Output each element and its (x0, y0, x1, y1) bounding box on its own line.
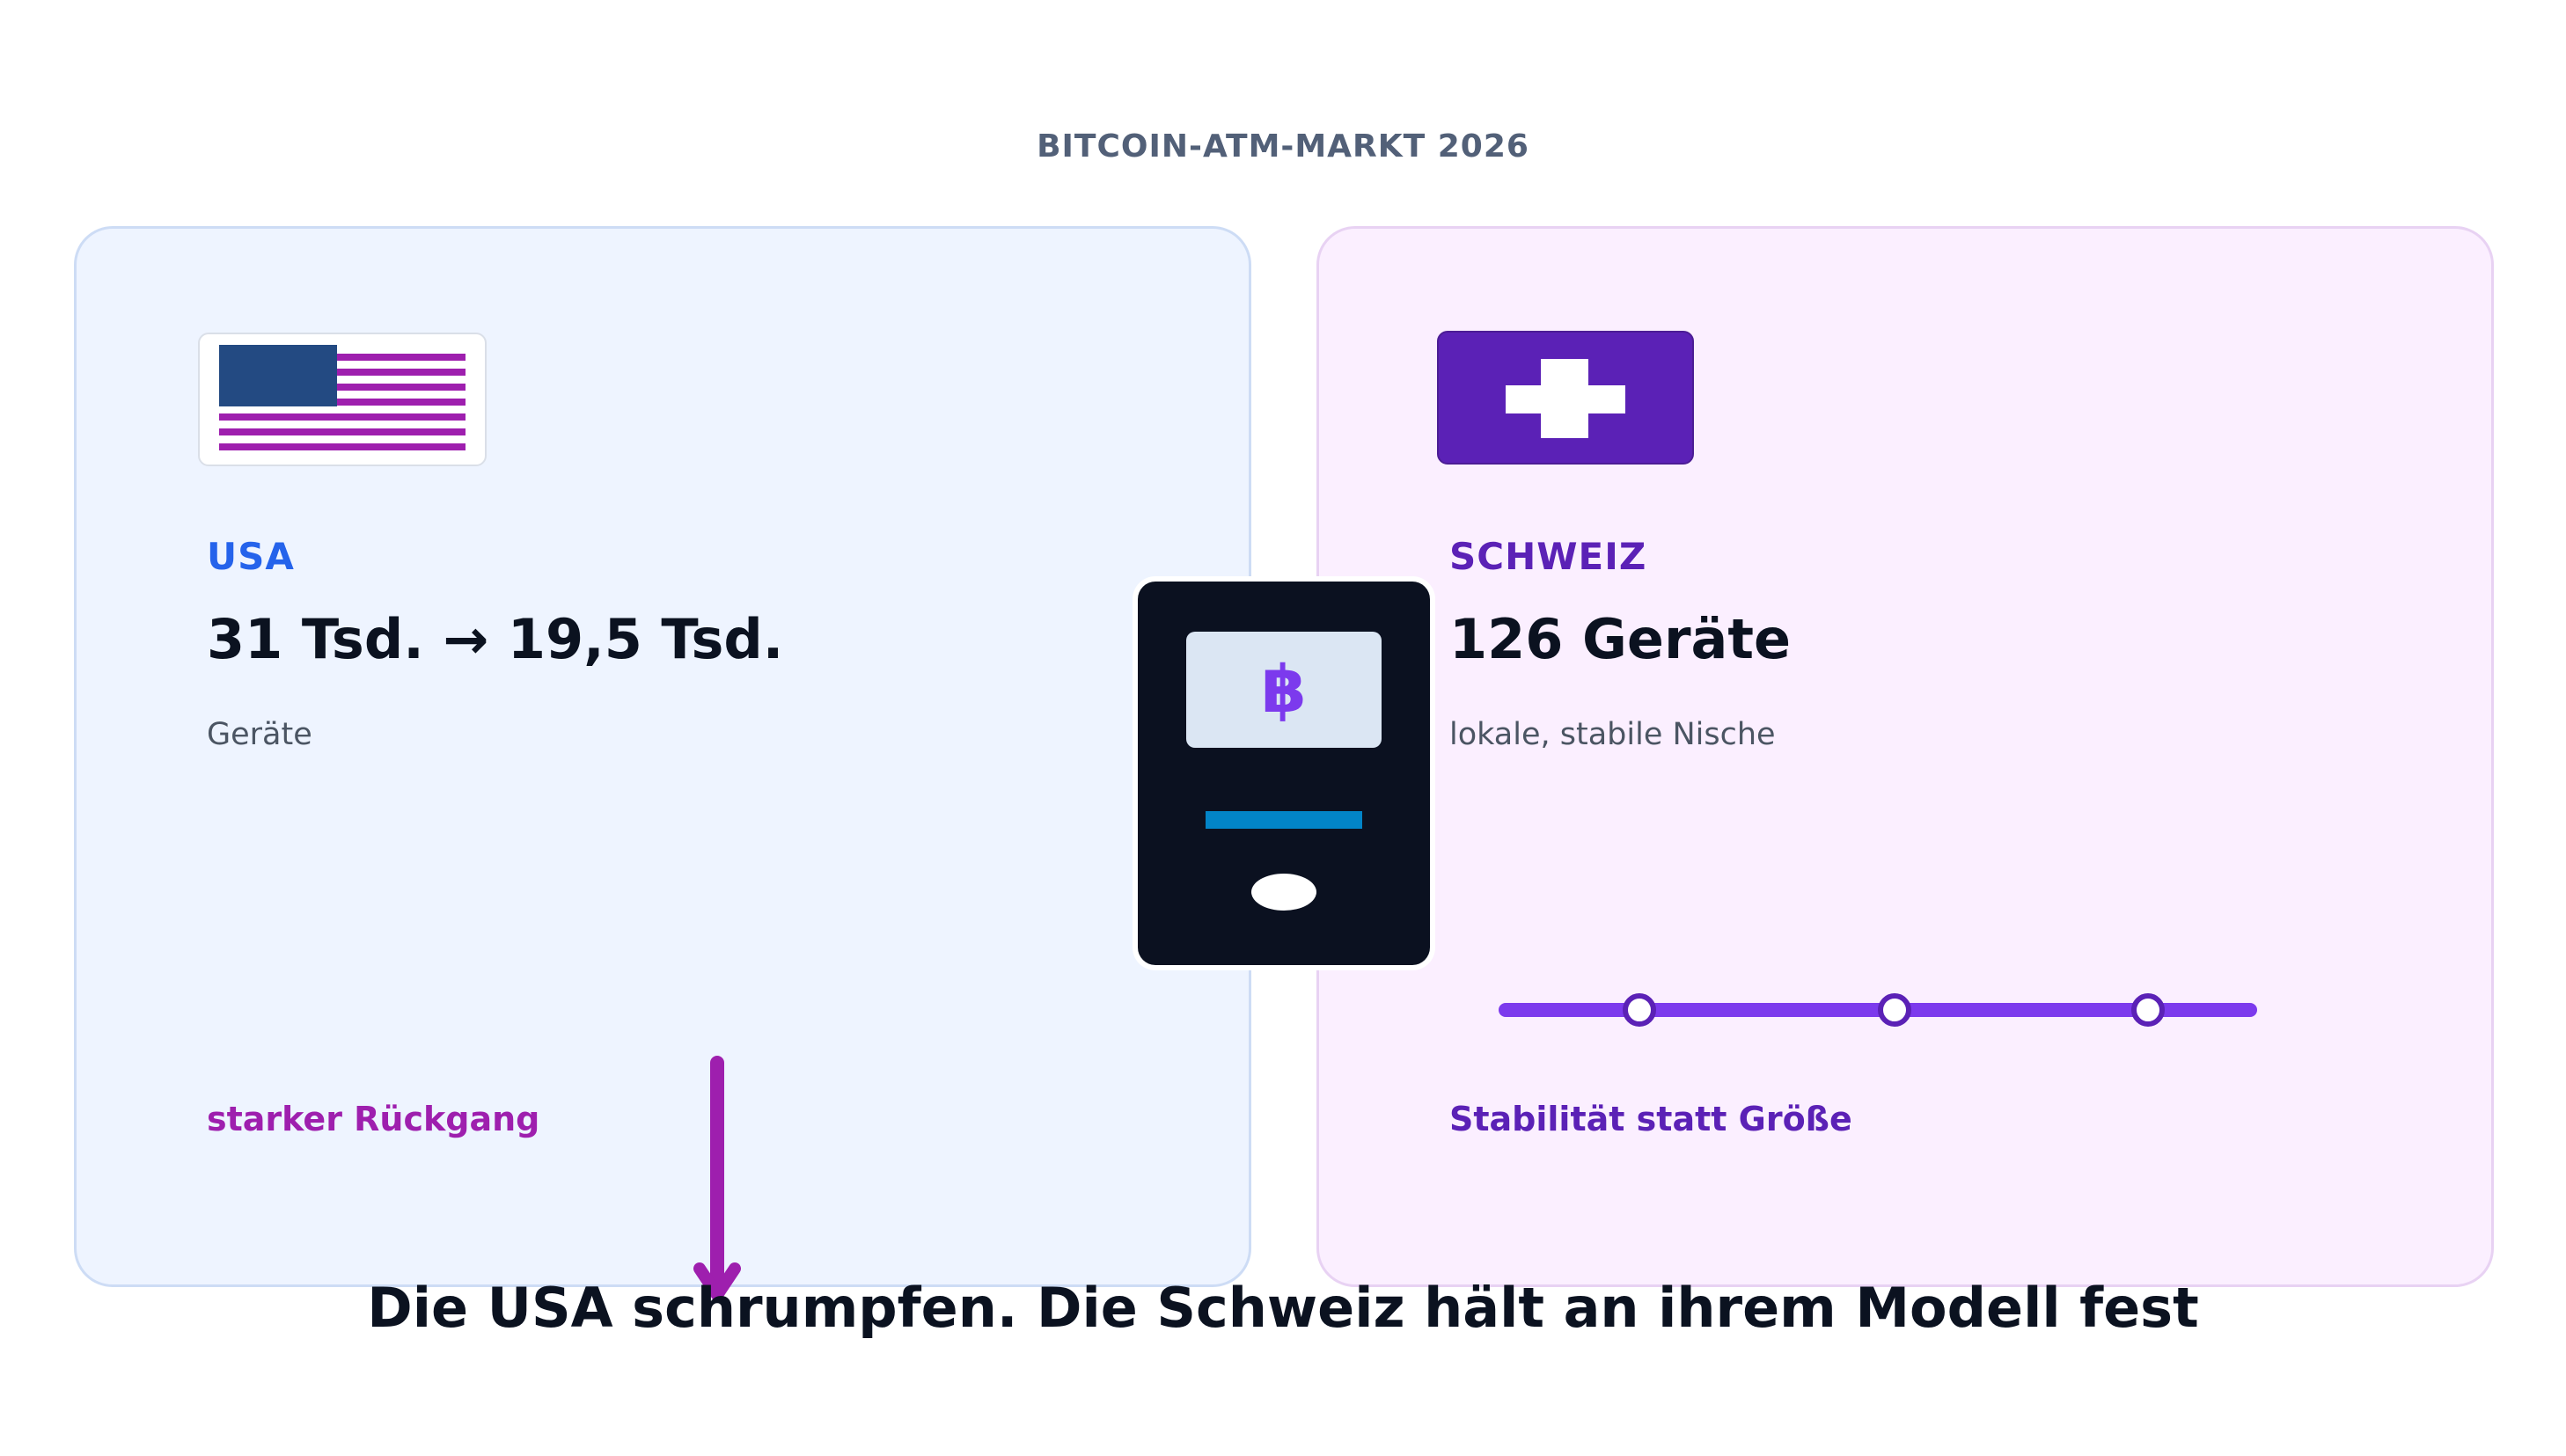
timeline-point (1623, 993, 1656, 1027)
switzerland-figure: 126 Geräte (1449, 607, 1792, 671)
switzerland-note: Stabilität statt Größe (1449, 1100, 1852, 1138)
timeline-point (1878, 993, 1911, 1027)
usa-card: USA 31 Tsd. → 19,5 Tsd. Geräte starker R… (74, 226, 1251, 1301)
timeline-point (2131, 993, 2165, 1027)
usa-flag-icon (198, 333, 487, 466)
switzerland-description: lokale, stabile Nische (1449, 717, 1776, 752)
headline: Die USA schrumpfen. Die Schweiz hält an … (367, 1276, 2199, 1340)
switzerland-card: SCHWEIZ 126 Geräte lokale, stabile Nisch… (1316, 226, 2494, 1287)
atm-cash-dispenser (1251, 874, 1316, 911)
bitcoin-symbol: ฿ (1261, 652, 1307, 728)
bitcoin-atm-icon: ฿ (1133, 576, 1435, 970)
usa-note: starker Rückgang (207, 1100, 540, 1138)
atm-screen (1186, 632, 1382, 748)
usa-unit: Geräte (207, 717, 312, 752)
down-arrow-icon (693, 1056, 741, 1301)
usa-country-label: USA (207, 535, 295, 578)
stable-timeline-icon (1499, 993, 2257, 1027)
atm-card-slot (1206, 811, 1362, 829)
switzerland-country-label: SCHWEIZ (1449, 535, 1647, 578)
eyebrow-title: BITCOIN-ATM-MARKT 2026 (1037, 128, 1529, 165)
swiss-flag-icon (1437, 331, 1694, 465)
usa-figure: 31 Tsd. → 19,5 Tsd. (207, 607, 784, 671)
